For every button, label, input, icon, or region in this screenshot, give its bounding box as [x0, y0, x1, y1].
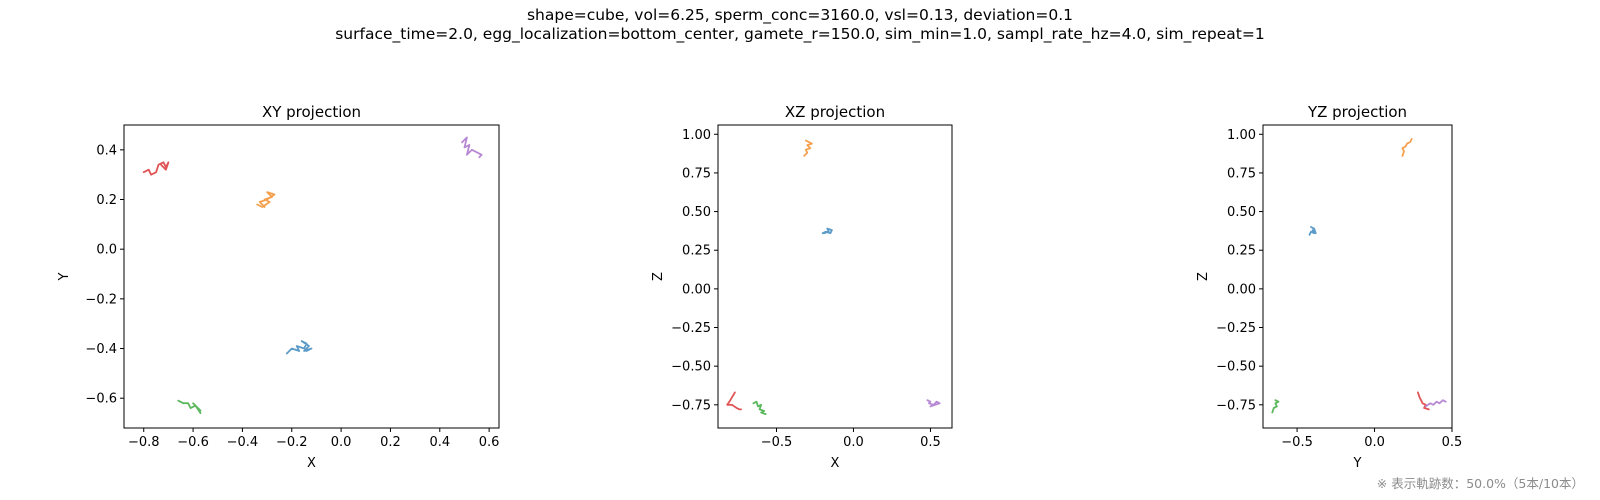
xy-x-tick-label: −0.4: [227, 435, 259, 450]
xz-y-tick-label: 0.25: [682, 244, 711, 259]
xy-x-tick-label: −0.2: [276, 435, 308, 450]
yz-plot-title: YZ projection: [1307, 103, 1407, 121]
yz-y-tick-label: 0.25: [1227, 244, 1256, 259]
yz-y-axis-label: Z: [1196, 272, 1211, 281]
xz-axes-frame: [717, 124, 953, 429]
xy-y-tick-label: −0.4: [85, 342, 117, 357]
xy-axes-frame: [123, 124, 500, 429]
xz-trajectory-blue: [821, 227, 833, 235]
yz-y-tick-label: 0.75: [1227, 166, 1256, 181]
xz-y-axis-label: Z: [651, 272, 666, 281]
xy-trajectory-green: [177, 399, 202, 415]
xz-trajectory-orange: [803, 139, 813, 157]
yz-x-tick-label: 0.0: [1364, 435, 1385, 450]
xz-y-tick-label: −0.25: [671, 321, 711, 336]
xz-y-tick-label: 0.50: [682, 205, 711, 220]
yz-trajectory-blue: [1308, 226, 1317, 236]
xz-x-axis-label: X: [831, 456, 840, 471]
xy-y-tick-label: 0.4: [96, 143, 117, 158]
yz-y-tick-label: 0.50: [1227, 205, 1256, 220]
xy-y-tick-label: 0.2: [96, 193, 117, 208]
xy-trajectory-orange: [256, 191, 276, 208]
xz-plot-title: XZ projection: [785, 103, 885, 121]
xy-x-tick-label: −0.6: [177, 435, 209, 450]
xy-x-axis-label: X: [307, 456, 316, 471]
xy-y-tick-label: 0.0: [96, 243, 117, 258]
yz-y-tick-label: −0.75: [1216, 398, 1256, 413]
xy-y-axis-label: Y: [57, 272, 72, 281]
xz-y-tick-label: 0.75: [682, 166, 711, 181]
xz-trajectory-green: [752, 400, 767, 416]
xz-x-tick-label: −0.5: [761, 435, 793, 450]
yz-x-tick-label: −0.5: [1281, 435, 1313, 450]
xy-x-tick-label: 0.2: [380, 435, 401, 450]
yz-axes-frame: [1262, 124, 1453, 429]
xz-y-tick-label: −0.50: [671, 360, 711, 375]
xz-x-tick-label: 0.5: [920, 435, 941, 450]
xy-trajectory-purple: [461, 136, 483, 159]
xz-y-tick-label: 1.00: [682, 128, 711, 143]
xy-x-tick-label: 0.0: [331, 435, 352, 450]
yz-trajectory-orange: [1401, 137, 1413, 157]
footnote: ※ 表示軌跡数：50.0%（5本/10本）: [1376, 476, 1584, 491]
yz-x-axis-label: Y: [1353, 456, 1362, 471]
xz-y-tick-label: 0.00: [682, 282, 711, 297]
xz-projection-panel: −0.5 0.0 0.5 −0.75 −0.50 −0.25 0.00 0.25 0.50 0.7…: [651, 103, 953, 471]
xz-trajectory-red: [726, 391, 742, 411]
xy-trajectory-red: [142, 161, 170, 176]
xy-y-tick-label: −0.2: [85, 292, 117, 307]
xz-x-tick-label: 0.0: [843, 435, 864, 450]
yz-projection-panel: −0.5 0.0 0.5 −0.75 −0.50 −0.25 0.00 0.25 0.50 0.7…: [1196, 103, 1462, 471]
xz-y-tick-label: −0.75: [671, 398, 711, 413]
yz-trajectory-green: [1271, 399, 1280, 414]
figure-suptitle-line-1: shape=cube, vol=6.25, sperm_conc=3160.0,…: [526, 6, 1074, 24]
yz-trajectory-red: [1417, 391, 1430, 411]
yz-y-tick-label: 0.00: [1227, 282, 1256, 297]
xy-plot-title: XY projection: [262, 103, 361, 121]
xz-trajectory-purple: [926, 399, 941, 408]
xy-trajectory-blue: [285, 340, 313, 355]
yz-y-tick-label: −0.50: [1216, 360, 1256, 375]
yz-trajectory-purple: [1424, 399, 1447, 408]
xy-x-tick-label: 0.4: [429, 435, 450, 450]
yz-y-tick-label: −0.25: [1216, 321, 1256, 336]
yz-y-tick-label: 1.00: [1227, 128, 1256, 143]
xy-x-tick-label: 0.6: [479, 435, 500, 450]
xy-projection-panel: −0.8 −0.6 −0.4 −0.2 0.0 0.2 0.4 0.6 −0.6 −0.4 −0.2…: [57, 103, 500, 471]
figure-suptitle-line-2: surface_time=2.0, egg_localization=botto…: [335, 25, 1265, 43]
yz-x-tick-label: 0.5: [1442, 435, 1463, 450]
xy-y-tick-label: −0.6: [85, 392, 117, 407]
xy-x-tick-label: −0.8: [128, 435, 160, 450]
